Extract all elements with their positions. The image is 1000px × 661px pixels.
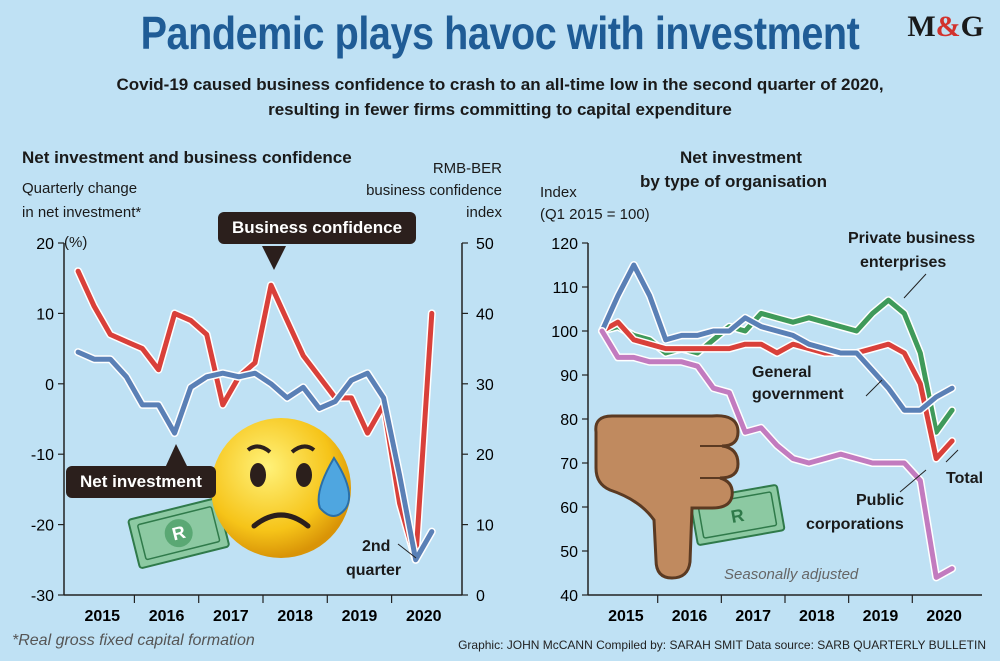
left-axis-ticks: 20 10 0 -10 -20 -30 50 40 30 20 10 0 2015 2016 2017 201… — [31, 236, 494, 625]
annotation-2nd: 2nd — [362, 538, 391, 555]
left-y-tick-label: 10 — [36, 306, 54, 323]
sad-face-emoji-icon — [211, 418, 351, 558]
series-line-total — [599, 319, 955, 462]
page-subtitle: Covid-19 caused business confidence to c… — [116, 75, 884, 119]
index-y-tick-label: 120 — [551, 236, 578, 253]
left-y-tick-label: -30 — [31, 588, 54, 605]
series-label-government-2: government — [752, 386, 844, 403]
leader-public — [899, 469, 927, 493]
left-y-tick-label: 0 — [45, 377, 54, 394]
left-y-tick-label: -10 — [31, 447, 54, 464]
series-line-net-investment — [75, 349, 435, 563]
callout-business-confidence: Business confidence — [218, 212, 417, 244]
right-y-tick-label: 10 — [476, 518, 494, 535]
right-axis-label-index: Index — [540, 184, 577, 201]
left-chart-title: Net investment and business confidence — [22, 148, 352, 167]
series-line-business-confidence — [75, 268, 435, 563]
left-axis-label-1: Quarterly change — [22, 180, 138, 197]
index-y-tick-label: 40 — [560, 588, 578, 605]
x-tick-label: 2016 — [149, 608, 185, 625]
left-axis-label-2: in net investment* — [22, 204, 142, 221]
x-tick-label: 2017 — [213, 608, 249, 625]
right-y-tick-label: 30 — [476, 377, 494, 394]
right-axis-ticks: 120 110 100 90 80 70 60 50 40 2015 2016 2017 2018 201… — [551, 236, 962, 625]
index-y-tick-label: 80 — [560, 412, 578, 429]
thumbs-down-icon — [594, 414, 740, 580]
x-tick-label: 2017 — [735, 608, 771, 625]
series-label-private-1: Private business — [848, 230, 976, 247]
series-label-private-2: enterprises — [860, 254, 947, 271]
x-tick-label: 2020 — [926, 608, 962, 625]
index-y-tick-label: 50 — [560, 544, 578, 561]
credits: Graphic: JOHN McCANN Compiled by: SARAH … — [458, 638, 986, 652]
callout-net-investment: Net investment — [66, 466, 216, 498]
brand-logo: M&G — [907, 10, 984, 43]
series-label-total: Total — [946, 470, 984, 487]
index-y-tick-label: 100 — [551, 324, 578, 341]
series-label-public-2: corporations — [806, 516, 904, 533]
right-axis-label-1: RMB-BER — [432, 160, 502, 177]
leader-government — [865, 379, 883, 397]
page-title: Pandemic plays havoc with investment — [140, 7, 860, 59]
x-tick-label: 2015 — [84, 608, 120, 625]
banknote-icon: R — [127, 497, 230, 569]
callout-pointer-ni — [165, 444, 188, 468]
left-y-tick-label: 20 — [36, 236, 54, 253]
x-tick-label: 2018 — [277, 608, 313, 625]
leader-2nd-quarter — [397, 543, 417, 559]
left-axis-unit: (%) — [64, 234, 88, 251]
right-chart-lines — [598, 261, 957, 582]
series-label-government-1: General — [752, 364, 812, 381]
right-y-tick-label: 40 — [476, 306, 494, 323]
leader-total — [945, 449, 959, 463]
index-y-tick-label: 90 — [560, 368, 578, 385]
right-y-tick-label: 0 — [476, 588, 485, 605]
index-y-tick-label: 110 — [552, 280, 578, 297]
svg-text:R: R — [170, 522, 187, 545]
annotation-quarter: quarter — [346, 562, 402, 579]
x-tick-label: 2019 — [863, 608, 899, 625]
x-tick-label: 2015 — [608, 608, 644, 625]
series-line-general-government — [599, 262, 955, 413]
left-chart-lines — [74, 267, 436, 564]
leader-private — [903, 273, 927, 299]
x-tick-label: 2016 — [672, 608, 708, 625]
index-y-tick-label: 70 — [560, 456, 578, 473]
right-y-tick-label: 50 — [476, 236, 494, 253]
right-axis-label-base: (Q1 2015 = 100) — [540, 206, 650, 223]
callout-pointer-bc — [262, 246, 286, 270]
right-axis-label-2: business confidence — [366, 182, 502, 199]
x-tick-label: 2018 — [799, 608, 835, 625]
index-y-tick-label: 60 — [560, 500, 578, 517]
right-chart-title-2: by type of organisation — [640, 172, 828, 191]
right-chart-title-1: Net investment — [680, 148, 802, 167]
x-tick-label: 2019 — [342, 608, 378, 625]
right-y-tick-label: 20 — [476, 447, 494, 464]
right-axis-label-3: index — [466, 204, 502, 221]
left-y-tick-label: -20 — [31, 518, 54, 535]
footnote: *Real gross fixed capital formation — [12, 632, 255, 649]
series-line-public-corporations — [599, 328, 955, 580]
svg-text:R: R — [729, 505, 745, 527]
annotation-seasonally-adjusted: Seasonally adjusted — [724, 566, 859, 583]
series-label-public-1: Public — [856, 492, 905, 509]
x-tick-label: 2020 — [406, 608, 442, 625]
